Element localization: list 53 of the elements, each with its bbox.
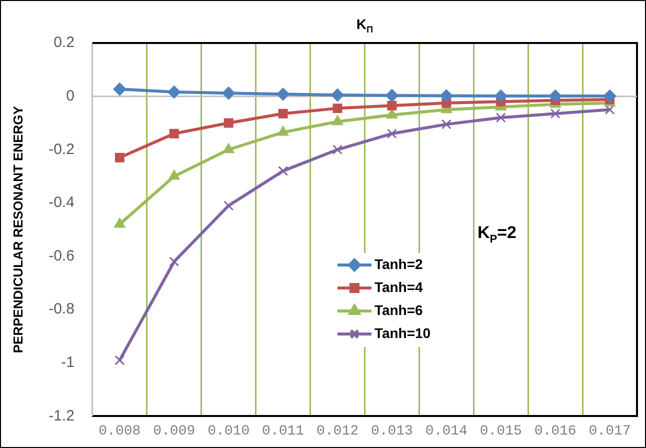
point (330, 88, 344, 102)
y-axis-title: PERPENDICULAR RESONANT ENERGY (10, 106, 26, 354)
point (278, 108, 288, 118)
x-tick-label: 0.015 (480, 423, 522, 440)
point (277, 126, 289, 136)
x-tick-label: 0.016 (534, 423, 576, 440)
point (278, 166, 288, 176)
x-tick-label: 0.017 (588, 423, 631, 440)
point (224, 118, 234, 128)
y-tick-label: 0 (66, 87, 74, 104)
point (224, 200, 234, 211)
point (332, 115, 344, 126)
point (114, 152, 124, 162)
point (168, 86, 181, 99)
x-tick-label: 0.012 (316, 423, 359, 440)
x-tick-label: 0.008 (98, 423, 141, 440)
x-tick-label: 0.014 (425, 423, 468, 440)
y-tick-label: -0.4 (48, 194, 74, 212)
point (385, 89, 398, 102)
y-tick-label: -0.8 (48, 300, 74, 318)
point (169, 256, 180, 267)
x-tick-label: 0.011 (262, 423, 304, 440)
point (387, 100, 397, 110)
point (222, 86, 236, 100)
point (168, 170, 180, 180)
x-tick-label: 0.009 (153, 423, 196, 440)
point (276, 88, 290, 101)
y-tick-label: -1.2 (48, 407, 74, 424)
point (114, 218, 126, 228)
point (550, 108, 560, 119)
point (222, 143, 234, 154)
y-tick-label: 0.2 (54, 34, 74, 52)
point (441, 119, 452, 130)
legend-label: Tanh=6 (374, 302, 424, 318)
legend-label: Tanh=2 (374, 256, 424, 272)
legend-label: Tanh=4 (374, 278, 424, 295)
y-tick-label: -0.2 (48, 140, 74, 158)
point (114, 355, 125, 366)
legend-label: Tanh=10 (374, 324, 431, 341)
point (603, 90, 616, 103)
point (496, 112, 506, 123)
x-tick-label: 0.010 (208, 423, 250, 440)
point (386, 128, 397, 139)
y-tick-label: -0.6 (48, 247, 74, 264)
point (494, 90, 508, 103)
point (332, 104, 342, 114)
point (332, 144, 342, 155)
point (169, 128, 179, 138)
point (440, 89, 453, 102)
point (113, 82, 126, 96)
x-tick-label: 0.013 (370, 423, 413, 440)
y-tick-label: -1 (61, 354, 74, 372)
point (548, 90, 562, 103)
